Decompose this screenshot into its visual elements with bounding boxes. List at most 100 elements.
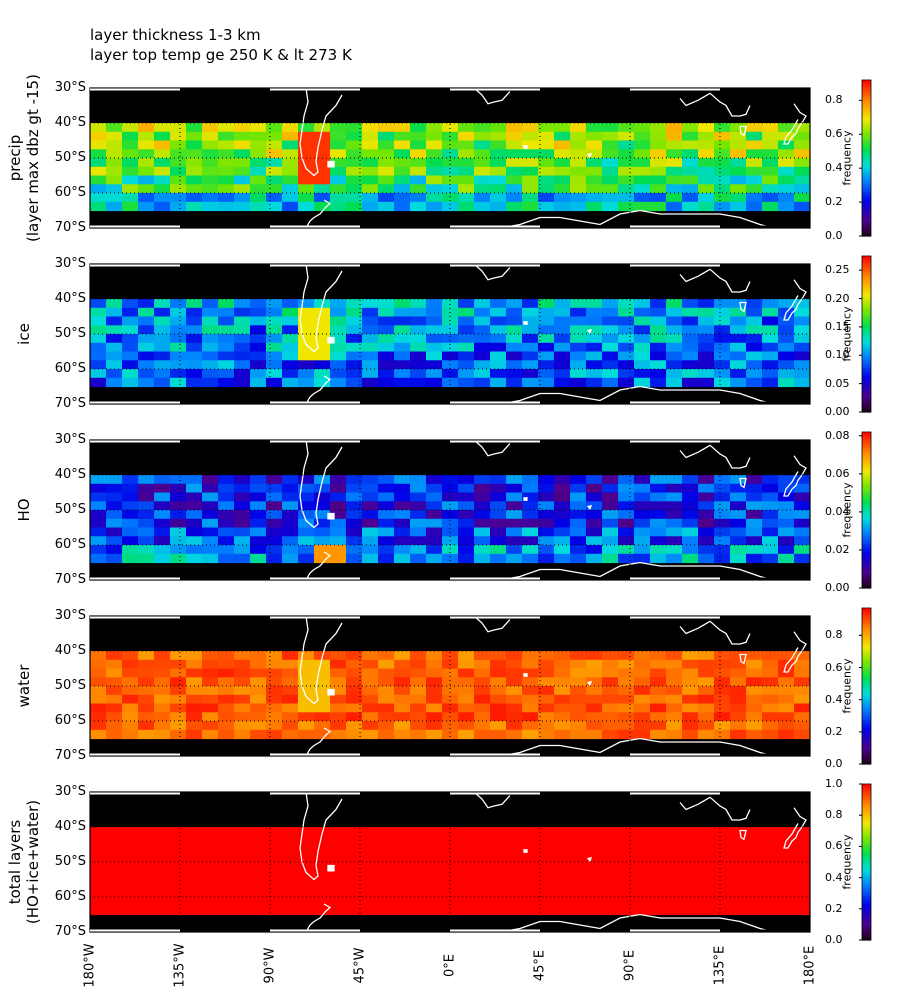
heatmap-cell — [586, 369, 603, 379]
heatmap-cell — [410, 870, 427, 881]
heatmap-cell — [762, 377, 779, 388]
heatmap-cell — [90, 166, 107, 177]
heatmap-cell — [522, 712, 539, 722]
heatmap-cell — [714, 510, 731, 520]
heatmap-cell — [266, 844, 283, 854]
heatmap-cell — [794, 351, 811, 361]
colorbar-tick-label: 0.4 — [825, 692, 843, 706]
heatmap-cell — [490, 668, 507, 678]
heatmap-cell — [538, 351, 555, 361]
heatmap-cell — [682, 659, 699, 670]
heatmap-cell — [474, 668, 491, 678]
heatmap-cell — [138, 307, 155, 318]
heatmap-cell — [634, 668, 651, 678]
heatmap-cell — [266, 299, 283, 309]
colorbar-frame — [861, 607, 872, 765]
heatmap-cell — [650, 897, 667, 907]
heatmap-cell — [730, 184, 747, 194]
heatmap-cell — [202, 325, 219, 335]
heatmap-cell — [218, 870, 235, 881]
heatmap-cell — [314, 553, 331, 564]
heatmap-cell — [122, 201, 139, 212]
heatmap-cell — [378, 342, 395, 353]
heatmap-cell — [170, 879, 187, 889]
coastline-antarctic-peninsula — [305, 727, 332, 757]
heatmap-cell — [714, 545, 731, 555]
heatmap-cell — [282, 360, 299, 370]
coastline-falklands — [327, 336, 335, 344]
heatmap-cell — [650, 694, 667, 705]
heatmap-cell — [618, 307, 635, 318]
heatmap-cell — [458, 862, 475, 872]
heatmap-cell — [714, 870, 731, 881]
map-frame — [89, 263, 811, 405]
colorbar-segment — [862, 696, 871, 700]
heatmap-cell — [154, 703, 171, 713]
heatmap-cell — [458, 501, 475, 511]
colorbar-segment — [862, 738, 871, 742]
heatmap-cell — [666, 888, 683, 898]
heatmap-cell — [698, 888, 715, 898]
heatmap-cell — [602, 369, 619, 379]
heatmap-cell — [554, 712, 571, 722]
heatmap-cell — [634, 201, 651, 212]
heatmap-cell — [186, 686, 203, 696]
heatmap-cell — [762, 492, 779, 502]
heatmap-cell — [714, 360, 731, 370]
heatmap-cell — [330, 905, 347, 916]
heatmap-cell — [634, 686, 651, 696]
heatmap-cell — [490, 184, 507, 194]
heatmap-cell — [746, 175, 763, 185]
heatmap-cell — [538, 377, 555, 388]
heatmap-cell — [442, 677, 459, 687]
heatmap-cell — [618, 149, 635, 159]
heatmap-cell — [506, 694, 523, 705]
heatmap-cell — [394, 870, 411, 881]
heatmap-cell — [490, 545, 507, 555]
heatmap-cell — [458, 123, 475, 133]
heatmap-cell — [730, 518, 747, 529]
colorbar-segment — [862, 691, 871, 695]
colorbar-segment — [862, 628, 871, 632]
heatmap-cell — [170, 166, 187, 177]
colorbar-segment — [862, 525, 871, 529]
heatmap-cell — [106, 545, 123, 555]
heatmap-cell — [570, 360, 587, 370]
heatmap-cell — [794, 299, 811, 309]
heatmap-cell — [778, 140, 795, 150]
heatmap-cell — [538, 668, 555, 678]
heatmap-cell — [298, 712, 315, 722]
heatmap-cell — [250, 351, 267, 361]
heatmap-cell — [346, 905, 363, 916]
heatmap-cell — [346, 351, 363, 361]
heatmap-cell — [586, 184, 603, 194]
heatmap-cell — [90, 334, 107, 344]
heatmap-cell — [378, 703, 395, 713]
colorbar-segment — [862, 719, 871, 723]
heatmap-cell — [746, 712, 763, 722]
heatmap-cell — [778, 510, 795, 520]
heatmap-cell — [282, 659, 299, 670]
heatmap-cell — [554, 175, 571, 185]
heatmap-cell — [442, 510, 459, 520]
heatmap-cell — [170, 369, 187, 379]
heatmap-cell — [410, 844, 427, 854]
heatmap-cell — [346, 342, 363, 353]
heatmap-cell — [346, 131, 363, 142]
heatmap-cell — [378, 166, 395, 177]
heatmap-cell — [538, 527, 555, 537]
heatmap-cell — [378, 862, 395, 872]
heatmap-cell — [666, 870, 683, 881]
heatmap-cell — [410, 369, 427, 379]
heatmap-cell — [602, 140, 619, 150]
heatmap-cell — [650, 299, 667, 309]
heatmap-cell — [154, 131, 171, 142]
heatmap-cell — [202, 360, 219, 370]
heatmap-cell — [730, 483, 747, 494]
colorbar-segment — [862, 748, 871, 752]
heatmap-cell — [234, 483, 251, 494]
heatmap-cell — [298, 659, 315, 670]
heatmap-cell — [122, 862, 139, 872]
heatmap-cell — [538, 844, 555, 854]
heatmap-cell — [346, 686, 363, 696]
